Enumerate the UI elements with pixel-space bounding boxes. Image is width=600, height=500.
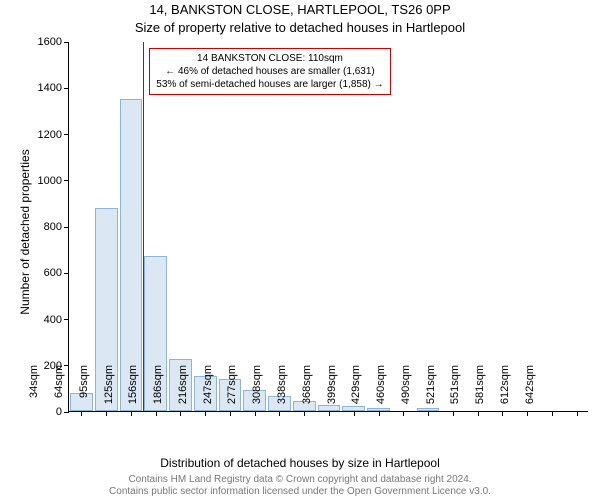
y-tick-label: 600 <box>12 267 62 279</box>
x-tick-label: 34sqm <box>28 365 40 415</box>
callout-line2: ← 46% of detached houses are smaller (1,… <box>156 65 383 78</box>
chart-title-line1: 14, BANKSTON CLOSE, HARTLEPOOL, TS26 0PP <box>0 2 600 17</box>
chart-container: 14, BANKSTON CLOSE, HARTLEPOOL, TS26 0PP… <box>0 0 600 500</box>
callout-box: 14 BANKSTON CLOSE: 110sqm← 46% of detach… <box>149 48 390 95</box>
x-axis-label: Distribution of detached houses by size … <box>0 456 600 470</box>
callout-line1: 14 BANKSTON CLOSE: 110sqm <box>156 52 383 65</box>
y-tick-label: 1000 <box>12 175 62 187</box>
y-tick <box>64 227 69 228</box>
x-tick-label: 460sqm <box>375 365 387 415</box>
chart-title-line2: Size of property relative to detached ho… <box>0 20 600 35</box>
x-tick-label: 521sqm <box>425 365 437 415</box>
x-tick-label: 308sqm <box>251 365 263 415</box>
y-tick-label: 1200 <box>12 129 62 141</box>
y-tick <box>64 134 69 135</box>
x-tick-label: 581sqm <box>474 365 486 415</box>
y-tick-label: 1400 <box>12 82 62 94</box>
x-tick-label: 247sqm <box>202 365 214 415</box>
x-tick-label: 642sqm <box>524 365 536 415</box>
x-tick <box>577 411 578 416</box>
x-tick-label: 277sqm <box>226 365 238 415</box>
x-tick-label: 612sqm <box>499 365 511 415</box>
y-tick <box>64 319 69 320</box>
x-tick-label: 186sqm <box>152 365 164 415</box>
x-tick-label: 125sqm <box>103 365 115 415</box>
x-tick-label: 551sqm <box>449 365 461 415</box>
y-tick-label: 1600 <box>12 36 62 48</box>
x-tick-label: 216sqm <box>177 365 189 415</box>
property-marker-line <box>143 42 144 411</box>
x-tick-label: 429sqm <box>350 365 362 415</box>
callout-line3: 53% of semi-detached houses are larger (… <box>156 78 383 91</box>
y-tick <box>64 273 69 274</box>
y-tick <box>64 42 69 43</box>
attribution-text: Contains HM Land Registry data © Crown c… <box>0 474 600 498</box>
attribution-line1: Contains HM Land Registry data © Crown c… <box>128 474 471 485</box>
x-tick-label: 490sqm <box>400 365 412 415</box>
y-tick <box>64 180 69 181</box>
y-tick-label: 400 <box>12 314 62 326</box>
x-tick-label: 64sqm <box>53 365 65 415</box>
x-tick-label: 95sqm <box>78 365 90 415</box>
x-tick-label: 156sqm <box>127 365 139 415</box>
x-tick-label: 338sqm <box>276 365 288 415</box>
x-tick-label: 399sqm <box>326 365 338 415</box>
x-tick <box>552 411 553 416</box>
y-tick-label: 800 <box>12 221 62 233</box>
attribution-line2: Contains public sector information licen… <box>109 486 491 497</box>
y-tick <box>64 88 69 89</box>
x-tick-label: 368sqm <box>301 365 313 415</box>
plot-area: 0200400600800100012001400160034sqm64sqm9… <box>68 42 588 412</box>
